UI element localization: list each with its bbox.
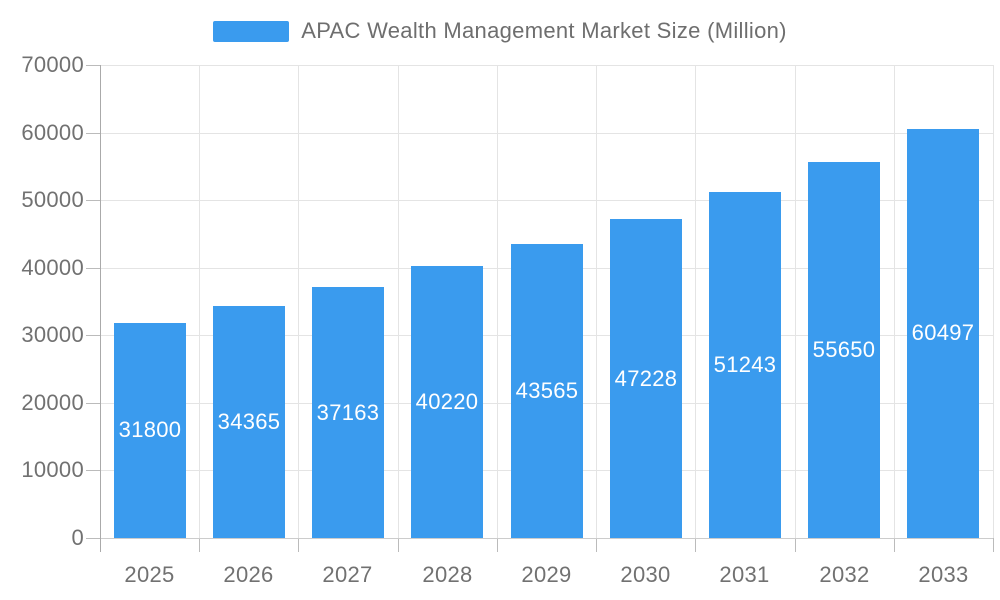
bar-2025[interactable]: 31800 [114, 323, 186, 538]
bar-value-label: 31800 [118, 417, 182, 442]
bar-2031[interactable]: 51243 [709, 192, 781, 538]
x-axis-label: 2033 [918, 562, 969, 587]
bar-value-label: 55650 [812, 337, 876, 362]
x-axis-tick [298, 538, 299, 552]
y-axis-label: 30000 [21, 322, 84, 347]
y-axis-label: 40000 [21, 255, 84, 280]
gridline-vertical [695, 65, 696, 538]
y-axis-line [100, 65, 101, 552]
gridline-vertical [298, 65, 299, 538]
x-axis-tick [596, 538, 597, 552]
bar-2029[interactable]: 43565 [511, 244, 583, 538]
x-axis-tick [695, 538, 696, 552]
bar-2033[interactable]: 60497 [907, 129, 979, 538]
bar-value-label: 37163 [316, 400, 380, 425]
x-axis-line [100, 538, 993, 539]
bar-value-label: 40220 [415, 389, 479, 414]
x-axis-tick [398, 538, 399, 552]
gridline-vertical [596, 65, 597, 538]
bar-value-label: 47228 [614, 366, 678, 391]
x-axis-label: 2031 [719, 562, 770, 587]
gridline-vertical [795, 65, 796, 538]
x-axis-label: 2030 [620, 562, 671, 587]
x-axis-tick [795, 538, 796, 552]
bar-2027[interactable]: 37163 [312, 287, 384, 538]
gridline-vertical [993, 65, 994, 538]
y-axis-label: 10000 [21, 457, 84, 482]
bar-value-label: 34365 [217, 409, 281, 434]
y-axis-label: 0 [71, 525, 84, 550]
x-axis-tick [497, 538, 498, 552]
bar-2028[interactable]: 40220 [411, 266, 483, 538]
x-axis-tick [199, 538, 200, 552]
gridline-vertical [497, 65, 498, 538]
gridline-vertical [199, 65, 200, 538]
x-axis-tick [993, 538, 994, 552]
gridline-vertical [894, 65, 895, 538]
y-axis-tick [86, 403, 100, 404]
y-axis-label: 50000 [21, 187, 84, 212]
y-axis-tick [86, 200, 100, 201]
y-axis-tick [86, 65, 100, 66]
x-axis-tick [894, 538, 895, 552]
x-axis-label: 2029 [521, 562, 572, 587]
x-axis-label: 2027 [322, 562, 373, 587]
legend: APAC Wealth Management Market Size (Mill… [0, 18, 1000, 44]
y-axis-tick [86, 133, 100, 134]
x-axis-label: 2028 [422, 562, 473, 587]
y-axis-label: 20000 [21, 390, 84, 415]
bar-value-label: 51243 [713, 352, 777, 377]
x-axis-label: 2032 [819, 562, 870, 587]
legend-swatch [213, 20, 290, 42]
y-axis-tick [86, 268, 100, 269]
bar-2026[interactable]: 34365 [213, 306, 285, 538]
y-axis-label: 60000 [21, 120, 84, 145]
gridline-vertical [398, 65, 399, 538]
gridline-horizontal [100, 133, 993, 134]
chart-title: APAC Wealth Management Market Size (Mill… [301, 18, 787, 43]
x-axis-label: 2025 [124, 562, 175, 587]
y-axis-tick [86, 538, 100, 539]
gridline-horizontal [100, 65, 993, 66]
legend-item[interactable]: APAC Wealth Management Market Size (Mill… [213, 18, 787, 44]
bar-value-label: 60497 [911, 320, 975, 345]
y-axis-tick [86, 470, 100, 471]
bar-value-label: 43565 [515, 378, 579, 403]
bar-2032[interactable]: 55650 [808, 162, 880, 538]
x-axis-label: 2026 [223, 562, 274, 587]
y-axis-label: 70000 [21, 52, 84, 77]
y-axis-tick [86, 335, 100, 336]
bar-2030[interactable]: 47228 [610, 219, 682, 538]
